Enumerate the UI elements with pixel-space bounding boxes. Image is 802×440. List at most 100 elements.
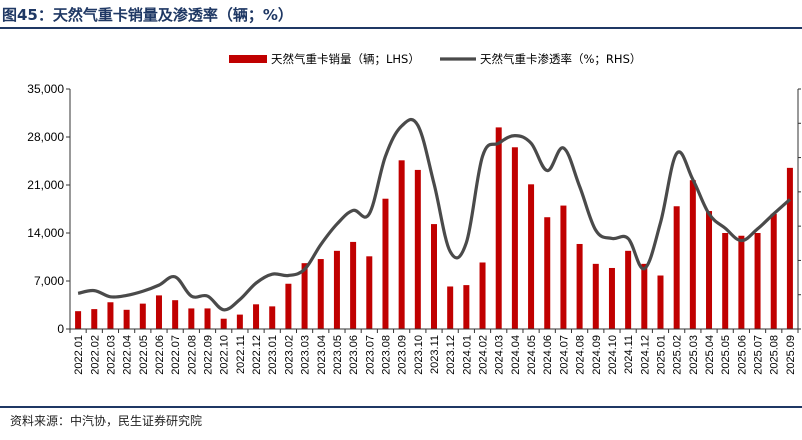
bar-2022.09: [204, 308, 211, 329]
x-tick-label: 2022.10: [219, 335, 231, 375]
bar-2025.07: [754, 233, 761, 329]
bar-2023.04: [317, 259, 324, 329]
x-tick-label: 2025.06: [736, 335, 748, 375]
x-tick-label: 2023.05: [332, 335, 344, 375]
x-tick-label: 2025.07: [753, 335, 765, 375]
x-tick-label: 2023.08: [380, 335, 392, 375]
left-tick-label: 28,000: [27, 130, 64, 144]
x-tick-label: 2024.07: [558, 335, 570, 375]
x-tick-label: 2024.11: [623, 335, 635, 374]
x-tick-label: 2023.04: [316, 335, 328, 375]
x-tick-label: 2022.05: [138, 335, 150, 375]
footer-divider: [0, 406, 802, 408]
bar-2023.06: [350, 241, 357, 329]
bar-2023.01: [269, 306, 276, 329]
bar-2022.05: [139, 303, 146, 329]
bar-2022.08: [188, 308, 195, 329]
bar-2024.04: [511, 147, 518, 329]
bar-2024.06: [544, 217, 551, 329]
bar-2022.02: [91, 309, 98, 329]
x-tick-label: 2024.10: [607, 335, 619, 375]
x-tick-label: 2024.01: [461, 335, 473, 375]
bar-2024.03: [495, 127, 502, 330]
bar-2025.04: [706, 211, 713, 329]
bar-2024.07: [560, 205, 567, 329]
x-tick-label: 2025.03: [688, 335, 700, 375]
left-tick-label: 35,000: [27, 82, 64, 96]
bar-2022.07: [172, 300, 179, 329]
x-tick-label: 2022.12: [251, 335, 263, 375]
penetration-line: [77, 117, 791, 312]
x-tick-label: 2023.11: [429, 335, 441, 374]
left-tick-label: 7,000: [34, 274, 64, 288]
bar-2023.05: [333, 250, 340, 329]
x-tick-label: 2024.02: [478, 335, 490, 375]
x-tick-label: 2022.08: [186, 335, 198, 375]
bar-2023.08: [382, 198, 389, 329]
x-tick-label: 2022.03: [105, 335, 117, 375]
x-tick-label: 2023.09: [397, 335, 409, 375]
x-tick-label: 2023.10: [413, 335, 425, 375]
chart-axes: 07,00014,00021,00028,00035,0000%5%10%15%…: [27, 82, 801, 375]
bar-2023.10: [414, 169, 421, 329]
bar-2023.02: [285, 283, 292, 329]
sales-bars: [75, 127, 793, 330]
bar-2023.12: [447, 286, 454, 329]
left-tick-label: 0: [57, 322, 64, 336]
bar-2022.10: [220, 318, 227, 329]
legend-line-label: 天然气重卡渗透率（%；RHS）: [480, 52, 641, 66]
x-tick-label: 2022.07: [170, 335, 182, 375]
chart-legend: 天然气重卡销量（辆；LHS） 天然气重卡渗透率（%；RHS）: [229, 52, 641, 66]
bar-2023.11: [431, 224, 437, 329]
x-tick-label: 2025.04: [704, 335, 716, 375]
bar-2025.01: [657, 275, 664, 329]
bar-2024.12: [641, 263, 648, 329]
bar-2025.06: [738, 235, 745, 329]
x-tick-label: 2024.03: [494, 335, 506, 375]
bar-2024.02: [479, 262, 486, 329]
legend-bar-label: 天然气重卡销量（辆；LHS）: [271, 52, 420, 66]
bar-2022.03: [107, 302, 114, 329]
x-tick-label: 2023.01: [267, 335, 279, 375]
bar-2022.12: [253, 304, 260, 329]
x-tick-label: 2025.05: [720, 335, 732, 375]
bar-2022.11: [236, 314, 243, 329]
x-tick-label: 2022.02: [89, 335, 101, 375]
bar-2025.09: [786, 167, 793, 329]
bar-2025.02: [673, 206, 680, 329]
bar-2024.10: [608, 267, 615, 329]
penetration-line-layer: [77, 117, 791, 312]
left-tick-label: 21,000: [27, 178, 64, 192]
x-tick-label: 2024.08: [575, 335, 587, 375]
x-tick-label: 2023.12: [445, 335, 457, 375]
figure-title: 图45：天然气重卡销量及渗透率（辆；%）: [2, 6, 293, 24]
bar-2025.03: [689, 180, 696, 329]
x-tick-label: 2025.08: [769, 335, 781, 375]
x-tick-label: 2022.06: [154, 335, 166, 375]
bar-2024.08: [576, 243, 583, 329]
x-tick-label: 2023.03: [300, 335, 312, 375]
x-tick-label: 2024.06: [542, 335, 554, 375]
x-tick-label: 2022.04: [122, 335, 134, 375]
x-tick-label: 2025.02: [672, 335, 684, 375]
bar-2022.01: [75, 311, 82, 329]
bar-2024.09: [592, 263, 599, 329]
bar-2022.06: [155, 295, 162, 329]
x-tick-label: 2024.12: [639, 335, 651, 375]
bar-2025.05: [722, 233, 729, 329]
source-note: 资料来源：中汽协，民生证券研究院: [10, 414, 203, 428]
x-tick-label: 2024.04: [510, 335, 522, 375]
bar-2022.04: [123, 309, 130, 329]
x-tick-label: 2024.05: [526, 335, 538, 375]
bar-2024.11: [625, 250, 632, 329]
bar-2024.01: [463, 285, 470, 329]
bar-2023.03: [301, 263, 308, 329]
x-tick-label: 2022.09: [203, 335, 215, 375]
bar-2024.05: [528, 184, 535, 329]
x-tick-label: 2023.02: [283, 335, 295, 375]
x-tick-label: 2024.09: [591, 335, 603, 375]
x-tick-label: 2025.01: [655, 335, 667, 375]
legend-bar-swatch: [229, 55, 267, 63]
x-tick-label: 2023.07: [364, 335, 376, 375]
